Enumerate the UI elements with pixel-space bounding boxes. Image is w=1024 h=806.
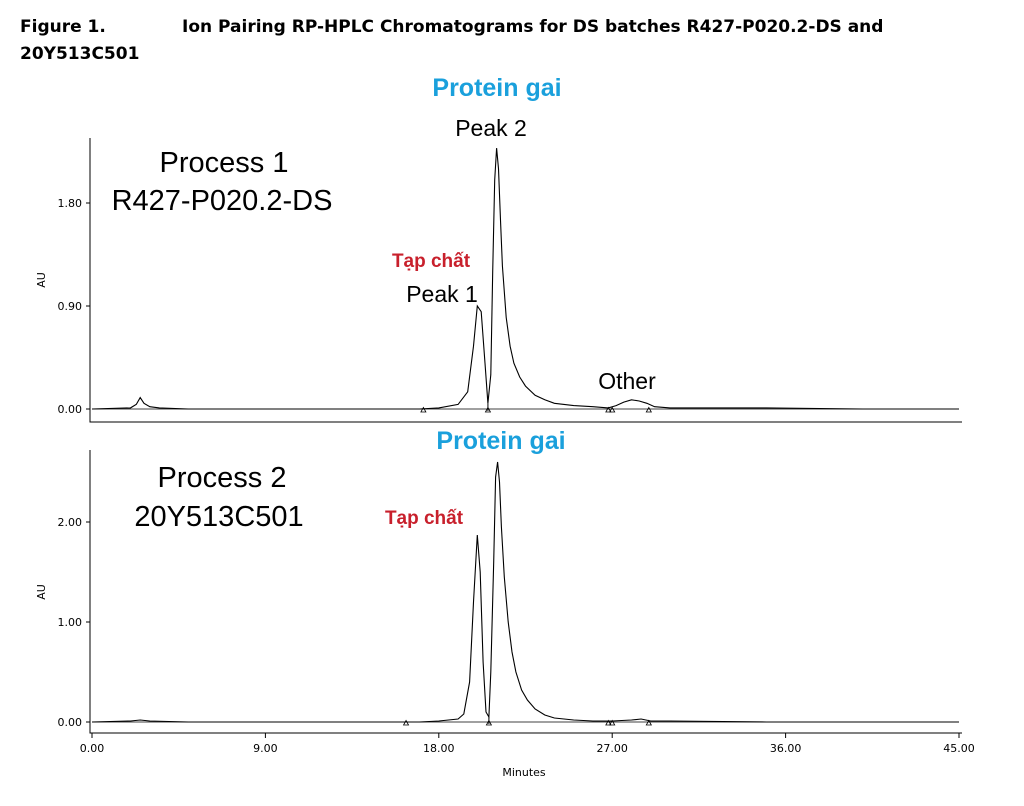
panel-1-main-label: Protein gai: [432, 74, 561, 102]
figure-number: Figure 1.: [20, 17, 106, 37]
integration-marker: [402, 719, 410, 726]
panel-2-batch-label: 20Y513C501: [134, 501, 303, 533]
x-axis: 0.00 9.00 18.00 27.00 36.00 45.00: [80, 733, 975, 755]
x-tick-label: 18.00: [423, 742, 455, 755]
panel-1-y-axis: 0.00 0.90 1.80: [58, 197, 90, 416]
panel-2-process-label: Process 2: [158, 462, 287, 494]
integration-marker: [645, 406, 652, 413]
x-tick-label: 0.00: [80, 742, 105, 755]
panel-2-y-axis-title: AU: [35, 584, 48, 600]
integration-marker: [609, 719, 616, 726]
panel-1-batch-label: R427-P020.2-DS: [112, 185, 333, 217]
figure-caption: Figure 1. Ion Pairing RP-HPLC Chromatogra…: [20, 14, 1010, 68]
panel-1-other-label: Other: [598, 368, 656, 394]
integration-marker: [645, 719, 652, 726]
y-tick-label: 1.00: [58, 616, 83, 629]
integration-marker: [605, 719, 612, 726]
integration-marker: [484, 406, 492, 413]
x-tick-label: 9.00: [253, 742, 278, 755]
integration-marker: [485, 719, 493, 726]
panel-2-y-axis: 0.00 1.00 2.00: [58, 516, 90, 729]
y-tick-label: 1.80: [58, 197, 83, 210]
panel-1-y-axis-title: AU: [35, 272, 48, 288]
figure-title-line1: Ion Pairing RP-HPLC Chromatograms for DS…: [182, 17, 884, 37]
y-tick-label: 0.00: [58, 716, 83, 729]
y-tick-label: 2.00: [58, 516, 83, 529]
x-axis-title: Minutes: [502, 766, 546, 779]
panel-1-integration-marks: [92, 403, 959, 413]
x-tick-label: 45.00: [943, 742, 975, 755]
panel-1-peak2-label: Peak 2: [455, 115, 527, 141]
x-tick-label: 27.00: [596, 742, 628, 755]
panel-2-integration-marks: [92, 717, 959, 726]
panel-1-process-label: Process 1: [160, 147, 289, 179]
chromatogram-panel-1: 0.00 0.90 1.80 AU Protein gai Peak 2 Proce…: [35, 74, 962, 423]
panel-2-impurity-label: Tạp chất: [385, 508, 464, 529]
panel-2-main-label: Protein gai: [436, 427, 565, 455]
chromatogram-panel-2: 0.00 1.00 2.00 0.00 9.00 18.00 27.00 36.00 45.0…: [35, 427, 975, 779]
panel-2-frame: [89, 450, 962, 734]
panel-1-frame: [89, 138, 962, 423]
integration-marker: [420, 406, 427, 413]
y-tick-label: 0.00: [58, 403, 83, 416]
panel-1-impurity-label: Tạp chất: [392, 251, 471, 272]
integration-marker: [609, 406, 616, 413]
integration-marker: [605, 406, 612, 413]
figure-title-line2: 20Y513C501: [20, 44, 140, 64]
panel-1-peak1-label: Peak 1: [406, 281, 478, 307]
x-tick-label: 36.00: [770, 742, 802, 755]
y-tick-label: 0.90: [58, 300, 83, 313]
